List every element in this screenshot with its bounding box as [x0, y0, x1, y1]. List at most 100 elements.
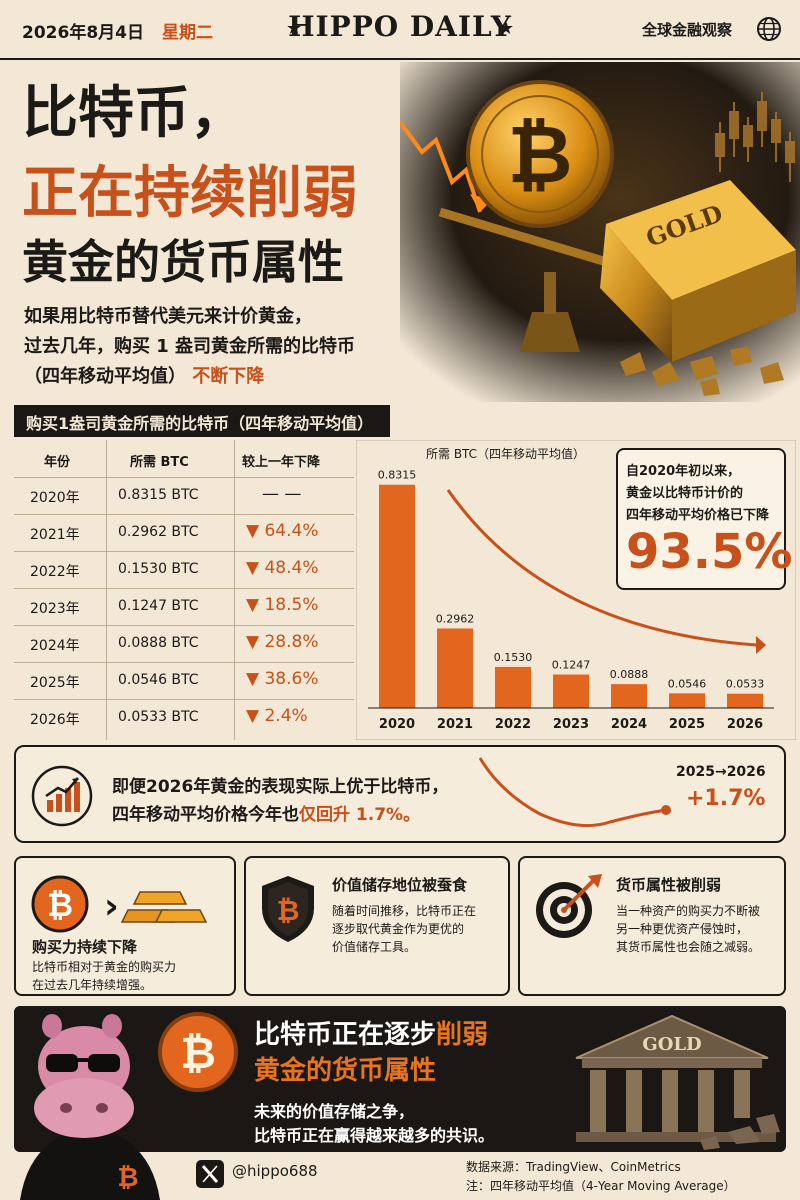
rebound-line-1: 即便2026年黄金的表现实际上优于比特币，: [112, 777, 449, 797]
header-bar: [0, 0, 800, 60]
subheadline-note: （四年移动平均值）: [24, 366, 186, 387]
issue-weekday: 星期二: [162, 23, 213, 43]
banner-line-1: 比特币正在逐步削弱: [254, 1014, 488, 1051]
summary-line-1: 自2020年初以来，: [626, 464, 741, 479]
card-text-line: 当一种资产的购买力不断被: [616, 904, 761, 918]
rebound-year-range: 2025→2026: [676, 764, 766, 780]
rebound-line-2-text: 四年移动平均价格今年也: [112, 805, 299, 825]
row-btc: 0.2962 BTC: [118, 524, 199, 540]
chart-bar: [379, 484, 415, 708]
row-btc: 0.1530 BTC: [118, 561, 199, 577]
card-text-line: 其货币属性也会随之减弱。: [616, 940, 761, 954]
row-year: 2021年: [30, 527, 80, 543]
bitcoin-to-gold-icon: ₿ ›: [31, 875, 208, 933]
trend-arrowhead-icon: [756, 636, 766, 654]
chart-x-tick-label: 2022: [495, 717, 531, 732]
data-source: 数据来源：TradingView、CoinMetrics: [466, 1160, 681, 1174]
x-logo-icon[interactable]: [196, 1160, 224, 1188]
row-btc: 0.0546 BTC: [118, 672, 199, 688]
feature-card-store-of-value: ₿ 价值储存地位被蚕食 随着时间推移，比特币正在 逐步取代黄金作为更优的 价值储…: [244, 856, 510, 996]
chart-x-tick-label: 2024: [611, 717, 647, 732]
chart-bar: [553, 674, 589, 708]
candlestick-decoration: [715, 92, 795, 182]
star-icon: ★: [286, 18, 303, 39]
chart-value-label: 0.8315: [378, 469, 417, 482]
chart-value-label: 0.0533: [726, 678, 765, 691]
table-title-bar: [14, 405, 390, 437]
subheadline-line-2: 过去几年，购买 1 盎司黄金所需的比特币: [24, 336, 356, 357]
section-tag: 全球金融观察: [642, 21, 733, 39]
social-handle[interactable]: @hippo688: [232, 1162, 318, 1180]
row-btc: 0.0888 BTC: [118, 635, 199, 651]
chart-value-label: 0.1530: [494, 651, 533, 664]
bitcoin-shield-icon: ₿: [262, 876, 314, 942]
target-icon: [536, 874, 602, 938]
headline-line-3: 黄金的货币属性: [22, 235, 344, 289]
row-year: 2024年: [30, 638, 80, 654]
rising-bar-chart-icon: [31, 765, 93, 827]
banner-line-3: 未来的价值存储之争，: [254, 1102, 415, 1121]
headline-line-1: 比特币，: [22, 81, 246, 146]
chart-x-tick-label: 2020: [379, 717, 415, 732]
row-change: ▼ 18.5%: [246, 595, 319, 615]
chart-value-label: 0.0888: [610, 668, 649, 681]
svg-text:₿: ₿: [180, 1028, 216, 1079]
summary-line-2: 黄金以比特币计价的: [626, 486, 744, 501]
row-year: 2025年: [30, 675, 80, 691]
svg-text:₿: ₿: [117, 1163, 138, 1193]
rebound-banner: [14, 745, 786, 843]
chart-x-tick-label: 2023: [553, 717, 589, 732]
hero-illustration: ₿ GOLD: [400, 62, 800, 402]
data-note: 注：四年移动平均值（4-Year Moving Average）: [466, 1179, 736, 1193]
feature-card-purchasing-power: ₿ › 购买力持续下降 比特币相对于黄金的购买力 在过去几年持续增强。: [14, 856, 236, 996]
chart-bar: [495, 666, 531, 708]
table-row: 2026年 0.0533 BTC ▼ 2.4%: [14, 699, 354, 736]
chart-value-label: 0.1247: [552, 659, 591, 672]
row-year: 2023年: [30, 601, 80, 617]
table-row: 2020年 0.8315 BTC — —: [14, 477, 354, 514]
table-row: 2023年 0.1247 BTC ▼ 18.5%: [14, 588, 354, 625]
banner-line-2: 黄金的货币属性: [254, 1056, 437, 1086]
rebound-highlight: 仅回升 1.7%。: [299, 805, 421, 825]
summary-percentage: 93.5%: [626, 524, 793, 580]
hippo-mascot-icon: ₿ ₿: [20, 1012, 238, 1200]
issue-date: 2026年8月4日: [22, 23, 144, 43]
row-change: ▼ 28.8%: [246, 632, 319, 652]
row-change: ▼ 48.4%: [246, 558, 319, 578]
table-row: 2022年 0.1530 BTC ▼ 48.4%: [14, 551, 354, 588]
subheadline-highlight: 不断下降: [192, 366, 265, 387]
chart-bar: [611, 684, 647, 708]
chart-x-tick-label: 2025: [669, 717, 705, 732]
table-row: 2021年 0.2962 BTC ▼ 64.4%: [14, 514, 354, 551]
card-text-line: 在过去几年持续增强。: [32, 978, 153, 992]
crumbling-gold-building-icon: GOLD: [575, 1014, 780, 1150]
chart-value-label: 0.0546: [668, 677, 707, 690]
masthead-title: HIPPO DAILY: [288, 10, 512, 43]
card-title: 购买力持续下降: [32, 938, 138, 956]
headline-line-2: 正在持续削弱: [22, 161, 358, 226]
chart-bar: [727, 693, 763, 708]
card-text-line: 价值储存工具。: [332, 940, 417, 954]
row-change: ▼ 64.4%: [246, 521, 319, 541]
svg-text:›: ›: [104, 886, 119, 927]
banner-line-1-text: 比特币正在逐步: [254, 1020, 437, 1050]
row-change: ▼ 2.4%: [246, 706, 308, 726]
card-text-line: 比特币相对于黄金的购买力: [32, 960, 177, 974]
summary-callout: [616, 448, 786, 590]
column-header-btc: 所需 BTC: [130, 455, 189, 470]
chart-bar: [437, 628, 473, 708]
svg-text:₿: ₿: [47, 886, 73, 924]
rebound-mini-line-chart: [478, 757, 671, 828]
row-year: 2020年: [30, 490, 80, 506]
row-year: 2026年: [30, 712, 80, 728]
svg-text:₿: ₿: [507, 108, 572, 201]
rebound-percentage: +1.7%: [686, 786, 766, 811]
bitcoin-coin-icon: [466, 80, 614, 228]
row-btc: 0.8315 BTC: [118, 487, 199, 503]
row-btc: 0.0533 BTC: [118, 709, 199, 725]
trend-arrow-line: [446, 489, 757, 647]
card-title: 货币属性被削弱: [616, 876, 722, 894]
falling-arrow-icon: [400, 120, 482, 213]
row-change: — —: [262, 484, 302, 504]
summary-line-3: 四年移动平均价格已下降: [626, 508, 770, 523]
